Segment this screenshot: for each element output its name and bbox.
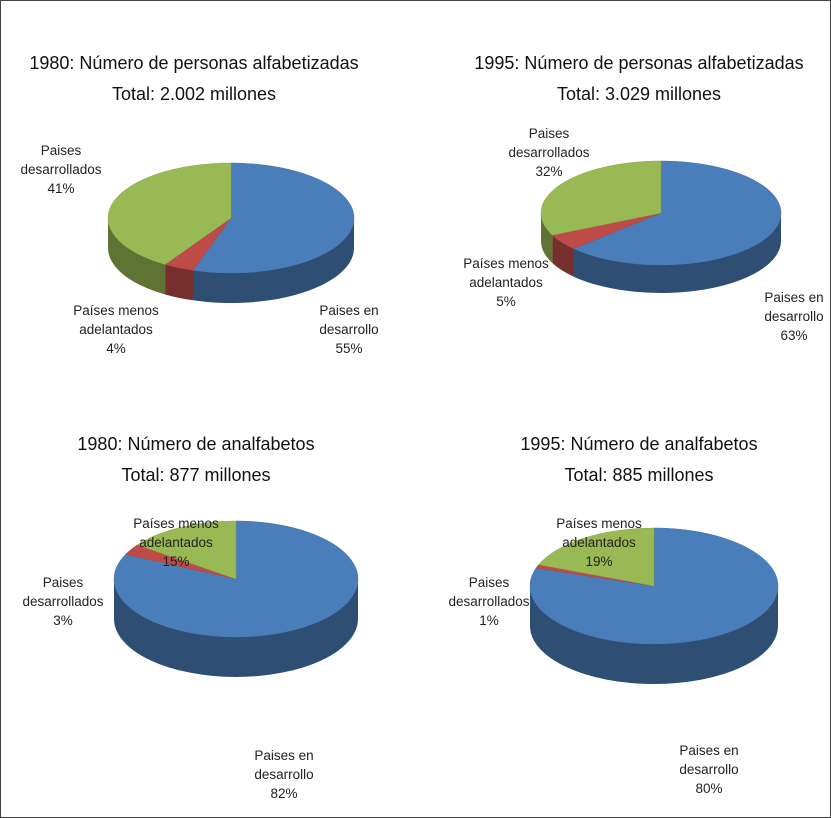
chart-title: 1980: Número de analfabetos	[77, 434, 315, 454]
value-label: 80%	[695, 781, 723, 796]
slice-top	[192, 162, 355, 274]
category-label: Países menos adelantados	[556, 516, 642, 550]
pie-slice	[538, 527, 655, 587]
chart-subtitle: Total: 885 millones	[564, 465, 714, 485]
data-label: Paises en desarrollo 55%	[297, 301, 401, 358]
slice-top	[540, 160, 662, 236]
category-label: Paises desarrollados	[22, 575, 104, 609]
category-label: Paises desarrollados	[20, 143, 102, 177]
value-label: 41%	[47, 181, 75, 196]
slice-side	[114, 579, 358, 677]
category-label: Paises en desarrollo	[254, 748, 314, 782]
value-label: 15%	[162, 554, 190, 569]
data-label: Paises desarrollados 3%	[11, 573, 115, 630]
slice-top	[538, 527, 655, 587]
value-label: 55%	[335, 341, 363, 356]
slice-side	[530, 586, 778, 684]
data-label: Paises desarrollados 1%	[437, 573, 541, 630]
data-label: Paises en desarrollo 63%	[742, 288, 830, 345]
pie-slice	[164, 217, 232, 301]
value-label: 4%	[106, 341, 126, 356]
chart-subtitle: Total: 877 millones	[121, 465, 271, 485]
slice-side	[552, 235, 574, 277]
slice-side	[165, 264, 193, 301]
category-label: Paises desarrollados	[448, 575, 530, 609]
data-label: Paises desarrollados 32%	[497, 124, 601, 181]
slice-side	[541, 213, 553, 264]
chart-subtitle: Total: 3.029 millones	[556, 84, 722, 104]
category-label: Países menos adelantados	[73, 303, 159, 337]
slice-top	[572, 160, 782, 266]
data-label: Países menos adelantados 4%	[64, 301, 168, 358]
data-label: Paises en desarrollo 82%	[232, 746, 336, 803]
value-label: 19%	[585, 554, 613, 569]
value-label: 5%	[496, 294, 516, 309]
value-label: 3%	[53, 613, 73, 628]
data-label: Países menos adelantados 5%	[454, 254, 558, 311]
pie-slice	[572, 160, 782, 293]
chart-title: 1980: Número de personas alfabetizadas	[29, 53, 359, 73]
slice-top	[136, 520, 237, 580]
data-label: Países menos adelantados 19%	[547, 514, 651, 571]
category-label: Países menos adelantados	[463, 256, 549, 290]
data-label: Paises desarrollados 41%	[9, 141, 113, 198]
category-label: Países menos adelantados	[133, 516, 219, 550]
pie-slice	[192, 162, 355, 303]
chart-title: 1995: Número de personas alfabetizadas	[474, 53, 804, 73]
category-label: Paises en desarrollo	[679, 743, 739, 777]
slice-side	[192, 218, 354, 303]
category-label: Paises en desarrollo	[764, 290, 824, 324]
chart-subtitle: Total: 2.002 millones	[111, 84, 277, 104]
pie-slice	[540, 160, 662, 264]
category-label: Paises desarrollados	[508, 126, 590, 160]
value-label: 63%	[780, 328, 808, 343]
slice-side	[573, 213, 781, 293]
slice-side	[108, 218, 166, 295]
pie-slice	[107, 162, 232, 295]
data-label: Paises en desarrollo 80%	[657, 741, 761, 798]
data-label: Países menos adelantados 15%	[124, 514, 228, 571]
value-label: 82%	[270, 786, 298, 801]
pie-slice	[136, 520, 237, 580]
chart-title: 1995: Número de analfabetos	[520, 434, 758, 454]
value-label: 1%	[479, 613, 499, 628]
value-label: 32%	[535, 164, 563, 179]
slice-top	[107, 162, 232, 265]
category-label: Paises en desarrollo	[319, 303, 379, 337]
